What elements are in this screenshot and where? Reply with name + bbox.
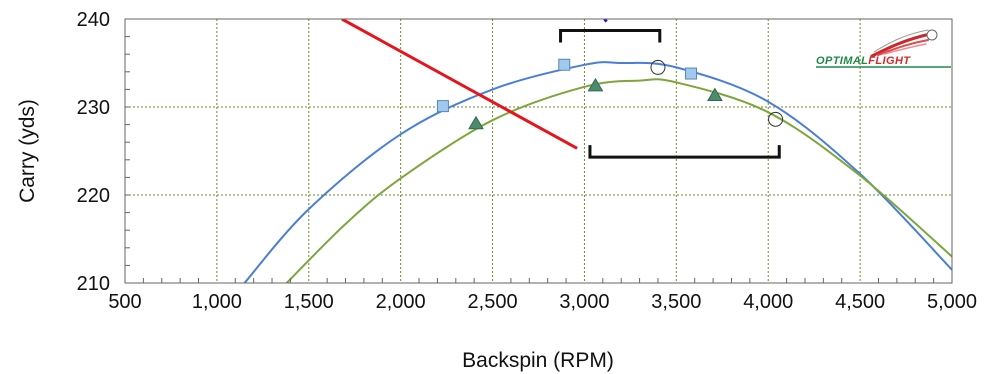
svg-text:OPTIMALFLIGHT: OPTIMALFLIGHT xyxy=(816,55,911,67)
x-tick-label: 3,500 xyxy=(651,291,701,313)
y-tick-label: 240 xyxy=(77,9,110,31)
y-axis-title: Carry (yds) xyxy=(16,99,39,203)
golf-ball-swoosh-icon xyxy=(870,29,938,58)
logo-text-optimal: OPTIMAL xyxy=(816,55,868,67)
optimal-flight-logo: OPTIMALFLIGHT xyxy=(816,29,951,68)
plot-area xyxy=(125,19,952,283)
x-tick-labels: 500 1,000 1,500 2,000 2,500 3,000 3,500 4,000 4,… xyxy=(108,291,977,313)
triangle-point xyxy=(587,77,604,92)
fit-curve xyxy=(243,61,952,283)
x-tick-label: 2,000 xyxy=(376,291,426,313)
range-bracket xyxy=(588,145,781,159)
axis-ticks xyxy=(125,18,935,284)
x-tick-label: 5,000 xyxy=(927,291,977,313)
grid xyxy=(125,19,952,283)
square-point xyxy=(436,100,449,113)
logo-text-flight: FLIGHT xyxy=(868,55,911,67)
triangle-point xyxy=(707,87,723,102)
x-tick-label: 2,500 xyxy=(468,291,518,313)
reference-line xyxy=(602,19,608,23)
fit-curves xyxy=(243,61,952,283)
x-axis-title: Backspin (RPM) xyxy=(462,349,614,372)
plot-content xyxy=(243,19,952,283)
square-point xyxy=(558,58,571,71)
plot-border xyxy=(124,18,953,284)
triangle-point xyxy=(468,115,484,130)
reference-lines xyxy=(341,19,608,150)
x-tick-label: 1,500 xyxy=(284,291,334,313)
x-tick-label: 1,000 xyxy=(192,291,242,313)
y-tick-labels: 210 220 230 240 xyxy=(77,9,110,295)
range-bracket xyxy=(559,28,662,43)
fit-curve xyxy=(285,78,952,283)
x-tick-label: 500 xyxy=(108,291,141,313)
circle-point xyxy=(650,59,666,75)
y-tick-label: 220 xyxy=(77,185,110,207)
range-brackets xyxy=(559,28,781,159)
y-tick-label: 230 xyxy=(77,97,110,119)
data-points xyxy=(436,58,784,130)
circle-point xyxy=(768,111,784,127)
reference-line xyxy=(341,19,578,150)
x-tick-label: 4,500 xyxy=(835,291,885,313)
square-point xyxy=(685,67,698,80)
y-tick-label: 210 xyxy=(77,273,110,295)
x-tick-label: 4,000 xyxy=(743,291,793,313)
x-tick-label: 3,000 xyxy=(559,291,609,313)
